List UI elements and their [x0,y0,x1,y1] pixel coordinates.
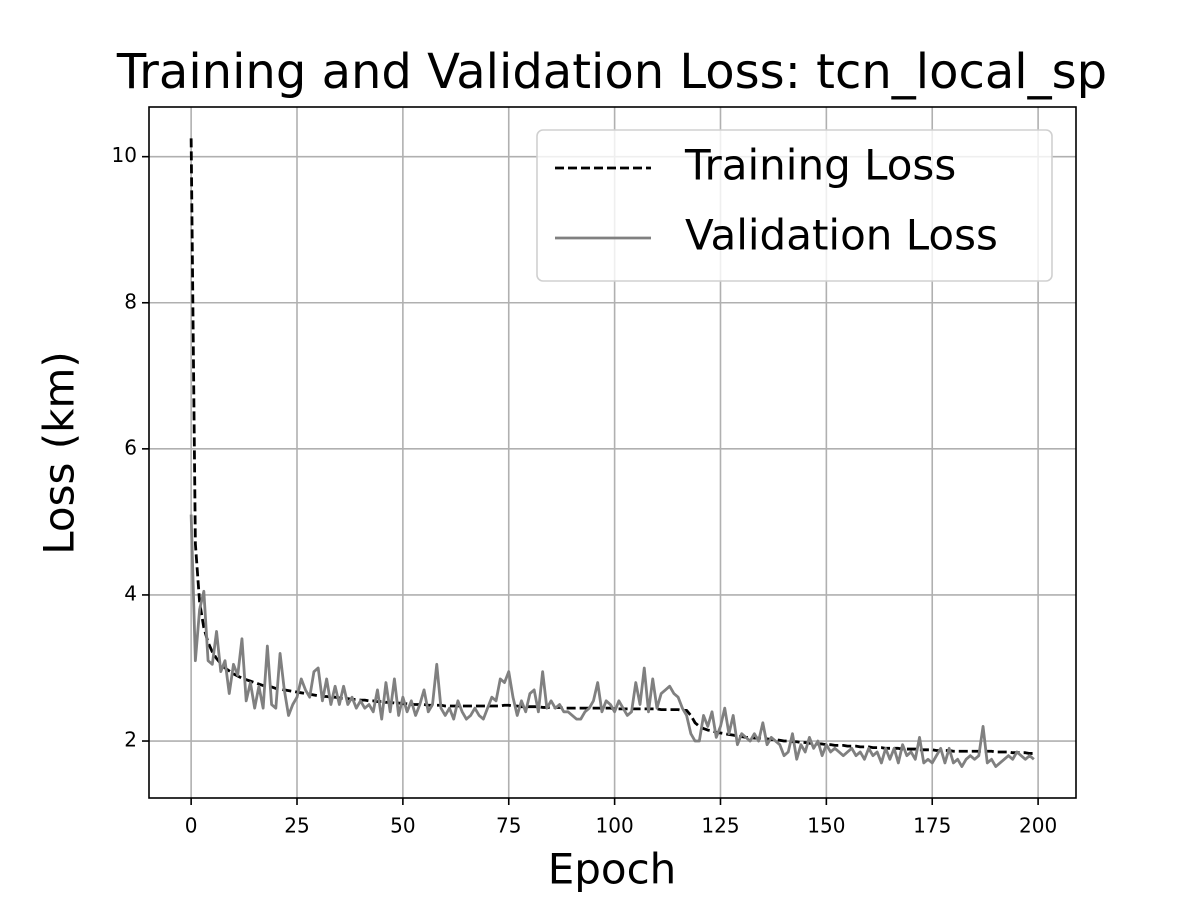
legend-box [536,129,1053,282]
x-tick-label: 150 [807,814,845,838]
y-tick-label: 10 [112,143,137,167]
x-tick-label: 0 [185,814,198,838]
x-tick-label: 200 [1019,814,1057,838]
plot-frame [148,106,1077,799]
legend-label: Training Loss [684,141,956,190]
data-line [189,514,1035,768]
x-tick-label: 175 [913,814,951,838]
x-tick-label: 75 [496,814,521,838]
x-axis-label: Epoch [548,845,677,894]
y-axis-label: Loss (km) [35,351,84,554]
y-tick-label: 8 [124,289,137,313]
y-tick-label: 6 [124,435,137,459]
x-tick-label: 50 [390,814,415,838]
x-tick-label: 125 [701,814,739,838]
y-tick-label: 2 [124,728,137,752]
x-tick-label: 25 [284,814,309,838]
x-tick-label: 100 [596,814,634,838]
y-tick-label: 4 [124,581,137,605]
chart-title: Training and Validation Loss: tcn_local_… [116,44,1107,100]
legend-label: Validation Loss [685,211,998,260]
